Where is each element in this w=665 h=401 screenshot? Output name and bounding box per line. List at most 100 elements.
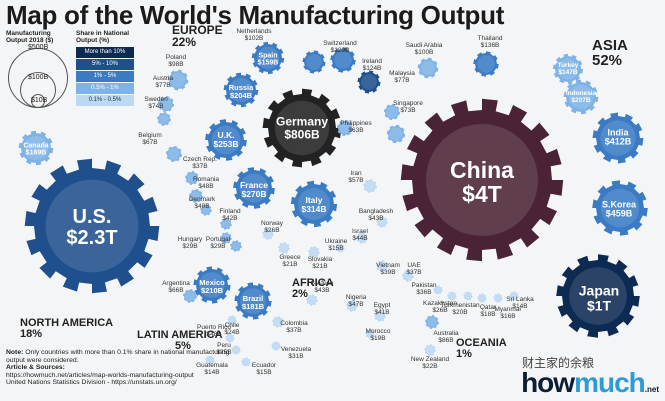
- gear-turkmenistan: [463, 291, 473, 301]
- region-oceania: OCEANIA 1%: [456, 337, 507, 360]
- gear-poland: [167, 69, 189, 91]
- label-us: U.S. $2.3T: [66, 206, 118, 249]
- region-north-america: NORTH AMERICA 18%: [20, 317, 114, 340]
- label-vietnam: Vietnam $39B: [376, 262, 400, 276]
- gear-ireland: [357, 70, 381, 94]
- gear-iran: [363, 179, 377, 193]
- gear-brazil: [234, 282, 272, 320]
- label-hungary: Hungary $29B: [177, 236, 203, 250]
- label-puerto-rico: Puerto Rico $48B: [197, 324, 231, 338]
- label-belgium: Belgium $67B: [138, 132, 162, 146]
- gear-austria: [157, 95, 175, 113]
- label-turkey: Turkey $147B: [557, 62, 579, 76]
- label-ukraine: Ukraine $15B: [324, 238, 348, 252]
- watermark-text: 财主家的余粮: [522, 356, 595, 370]
- label-skorea: S.Korea $459B: [601, 199, 637, 219]
- label-portugal: Portugal $29B: [205, 236, 231, 250]
- label-denmark: Denmark $40B: [188, 196, 216, 210]
- gear-italy: [290, 180, 338, 228]
- label-norway: Norway $26B: [260, 220, 284, 234]
- gear-germany: [262, 88, 342, 168]
- gear-israel: [356, 232, 368, 244]
- gear-egypt: [374, 310, 386, 322]
- gear-kazakhstan: [447, 291, 457, 301]
- label-india: India $412B: [604, 127, 632, 147]
- label-new-zealand: New Zealand $22B: [410, 356, 450, 370]
- gear-bangladesh: [376, 216, 388, 228]
- gear-spain: [251, 41, 285, 75]
- gear-argentina: [183, 289, 197, 303]
- label-italy: Italy $314B: [301, 195, 327, 214]
- gear-france: [233, 167, 275, 209]
- label-russia: Russia $204B: [228, 83, 254, 100]
- label-guatemala: Guatemala $14B: [196, 362, 228, 376]
- label-china: China $4T: [450, 156, 514, 207]
- gear-india: [592, 112, 644, 164]
- gear-puerto-rico: [225, 333, 235, 343]
- gear-s-africa: [306, 294, 318, 306]
- label-thailand: Thailand $136B: [477, 35, 503, 49]
- label-venezuela: Venezuela $31B: [280, 346, 312, 360]
- gear-qatar: [477, 293, 487, 303]
- label-nigeria: Nigeria $47B: [345, 294, 367, 308]
- legend-bin-3: 1% - 5%: [76, 71, 134, 82]
- legend: Manufacturing Output 2018 ($) $500B $100…: [6, 30, 134, 110]
- label-czech-rep-: Czech Rep. $37B: [183, 156, 217, 170]
- gear-denmark: [200, 204, 212, 216]
- region-asia: ASIA 52%: [592, 37, 628, 69]
- label-pakistan: Pakistan $36B: [411, 282, 437, 296]
- gear-finland: [220, 218, 232, 230]
- gear-belgium: [165, 145, 183, 163]
- label-france: France $270B: [240, 180, 268, 199]
- gear-sri-lanka: [509, 291, 519, 301]
- label-saudi-arabia: Saudi Arabia $100B: [405, 42, 443, 56]
- gear-skorea: [592, 180, 648, 236]
- gear-switzerland: [330, 47, 356, 73]
- region-latin-america: LATIN AMERICA 5%: [137, 329, 223, 352]
- gear-venezuela: [271, 341, 281, 351]
- gear-philippines: [336, 119, 354, 137]
- label-germany: Germany $806B: [275, 114, 329, 141]
- gear-layer: [18, 41, 648, 367]
- gear-greece: [278, 242, 290, 254]
- label-switzerland: Switzerland $129B: [323, 40, 357, 54]
- label-finland: Finland $42B: [219, 208, 241, 222]
- legend-bin-1: More than 10%: [76, 47, 134, 58]
- label-egypt: Egypt $41B: [373, 302, 391, 316]
- gear-slovakia: [308, 246, 320, 258]
- label-iran: Iran $57B: [348, 170, 364, 184]
- label-bangladesh: Bangladesh $43B: [358, 208, 394, 222]
- label-sri-lanka: Sri Lanka $14B: [506, 296, 534, 310]
- gear-canada: [18, 130, 54, 166]
- label-canada: Canada $169B: [23, 142, 49, 157]
- label-uk: U.K. $253B: [213, 130, 239, 149]
- gear-uk: [205, 119, 247, 161]
- gear-ecuador: [241, 357, 251, 367]
- gear-australia: [425, 315, 439, 329]
- label-poland: Poland $98B: [165, 54, 187, 68]
- gear-malaysia: [383, 103, 401, 121]
- gear-thailand: [473, 51, 499, 77]
- gear-colombia: [272, 316, 284, 328]
- legend-size-title: Manufacturing Output 2018 ($): [6, 30, 54, 44]
- label-colombia: Colombia $37B: [280, 320, 308, 334]
- legend-size-100: $100B: [28, 74, 49, 81]
- label-japan: Japan $1T: [578, 282, 620, 313]
- gear-chile: [227, 315, 237, 325]
- region-africa: AFRICA 2%: [292, 277, 334, 300]
- label-spain: Spain $159B: [257, 52, 279, 67]
- label-malaysia: Malaysia $77B: [389, 70, 415, 84]
- gear-mexico: [193, 266, 231, 304]
- label-romania: Romania $48B: [192, 176, 220, 190]
- gear-portugal: [230, 240, 242, 252]
- legend-share-title: Share in National Output (%): [76, 30, 130, 44]
- page-title: Map of the World's Manufacturing Output: [6, 0, 505, 30]
- label-qatar: Qatar $18B: [479, 304, 497, 318]
- gear-ukraine: [335, 243, 345, 253]
- gear-new-zealand: [424, 344, 436, 356]
- gear-singapore: [386, 124, 406, 144]
- label-netherlands: Netherlands $102B: [236, 28, 272, 42]
- label-australia: Australia $86B: [433, 330, 459, 344]
- legend-bin-2: 5% - 10%: [76, 59, 134, 70]
